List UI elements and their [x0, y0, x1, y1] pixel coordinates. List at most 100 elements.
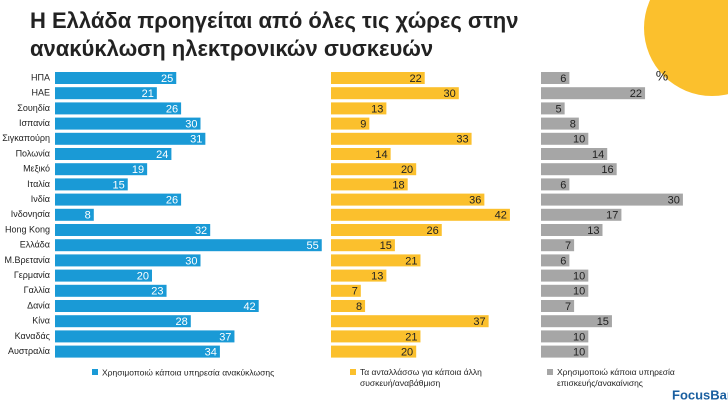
- decor-circle: [644, 0, 728, 96]
- value-label: 15: [380, 240, 392, 252]
- value-label: 19: [132, 164, 144, 176]
- category-label: ΗΑΕ: [31, 88, 50, 98]
- bar: [541, 208, 622, 221]
- value-label: 10: [573, 134, 585, 146]
- legend-label: Χρησιμοποιώ κάποια υπηρεσία ανακύκλωσης: [102, 367, 274, 377]
- bar: [55, 117, 201, 130]
- value-label: 25: [161, 73, 173, 85]
- category-label: Ιταλία: [27, 179, 50, 189]
- bar: [331, 178, 408, 191]
- value-label: 23: [151, 286, 163, 298]
- bar: [541, 269, 589, 282]
- bar: [331, 315, 489, 328]
- value-label: 37: [473, 316, 485, 328]
- bar: [55, 148, 172, 160]
- value-label: 26: [166, 195, 178, 207]
- value-label: 14: [592, 149, 604, 161]
- bar: [331, 163, 417, 176]
- category-label: ΗΠΑ: [31, 72, 50, 82]
- value-label: 10: [573, 286, 585, 298]
- category-label: Κίνα: [32, 316, 50, 326]
- category-label: Ινδονησία: [11, 209, 50, 219]
- category-label: Γερμανία: [14, 270, 50, 280]
- value-label: 22: [630, 88, 642, 100]
- value-label: 5: [556, 103, 562, 115]
- value-label: 17: [606, 210, 618, 222]
- category-label: Μ.Βρετανία: [5, 255, 50, 265]
- value-label: 21: [405, 255, 417, 267]
- bar: [541, 178, 570, 191]
- bar: [331, 269, 387, 282]
- value-label: 8: [85, 210, 91, 222]
- value-label: 18: [392, 179, 404, 191]
- bar: [541, 239, 575, 252]
- value-label: 6: [560, 179, 566, 191]
- bar: [331, 284, 361, 297]
- value-label: 13: [587, 225, 599, 237]
- value-label: 28: [176, 316, 188, 328]
- bar: [55, 102, 182, 115]
- bar: [331, 254, 421, 267]
- legend-swatch: [350, 369, 356, 375]
- chart-title: ανακύκλωση ηλεκτρονικών συσκευών: [30, 36, 433, 61]
- value-label: 30: [185, 255, 197, 267]
- bar: [541, 300, 575, 312]
- bar: [331, 72, 425, 84]
- bar: [55, 330, 235, 343]
- bar: [541, 72, 570, 84]
- category-label: Γαλλία: [24, 285, 50, 295]
- value-label: 16: [601, 164, 613, 176]
- bar: [331, 224, 442, 236]
- bar: [55, 87, 157, 100]
- value-label: 20: [401, 347, 413, 359]
- value-label: 22: [409, 73, 421, 85]
- logo: FocusBari: [672, 387, 728, 402]
- bar: [331, 193, 485, 206]
- category-label: Ισπανία: [19, 118, 50, 128]
- bar: [541, 193, 683, 206]
- bar: [541, 284, 589, 297]
- value-label: 20: [137, 271, 149, 283]
- bar: [541, 254, 570, 267]
- value-label: 9: [360, 119, 366, 131]
- unit-label: %: [656, 68, 668, 84]
- bar: [331, 132, 472, 145]
- bar: [331, 87, 459, 100]
- bar: [55, 224, 211, 236]
- chart-title: Η Ελλάδα προηγείται από όλες τις χώρες σ…: [30, 8, 518, 33]
- bar: [541, 163, 617, 176]
- value-label: 37: [219, 331, 231, 343]
- bar: [55, 254, 201, 267]
- bar: [331, 345, 417, 358]
- bar: [541, 148, 608, 160]
- bar: [55, 284, 167, 297]
- value-label: 26: [427, 225, 439, 237]
- value-label: 14: [375, 149, 387, 161]
- value-label: 15: [597, 316, 609, 328]
- value-label: 8: [570, 119, 576, 131]
- category-label: Ελλάδα: [20, 240, 50, 250]
- value-label: 13: [371, 103, 383, 115]
- value-label: 7: [352, 286, 358, 298]
- bar: [55, 132, 206, 145]
- value-label: 31: [190, 134, 202, 146]
- value-label: 6: [560, 255, 566, 267]
- bar: [55, 300, 259, 312]
- bar: [541, 87, 646, 100]
- category-label: Hong Kong: [5, 224, 50, 234]
- category-label: Σιγκαπούρη: [2, 133, 50, 143]
- bar: [331, 239, 395, 252]
- value-label: 10: [573, 271, 585, 283]
- category-label: Καναδάς: [15, 331, 51, 341]
- value-label: 24: [156, 149, 168, 161]
- value-label: 30: [185, 119, 197, 131]
- bar: [331, 148, 391, 160]
- category-label: Ινδία: [31, 194, 50, 204]
- category-label: Δανία: [27, 300, 50, 310]
- value-label: 33: [456, 134, 468, 146]
- bar: [331, 330, 421, 343]
- bar: [541, 224, 603, 236]
- value-label: 13: [371, 271, 383, 283]
- value-label: 30: [444, 88, 456, 100]
- value-label: 8: [356, 301, 362, 313]
